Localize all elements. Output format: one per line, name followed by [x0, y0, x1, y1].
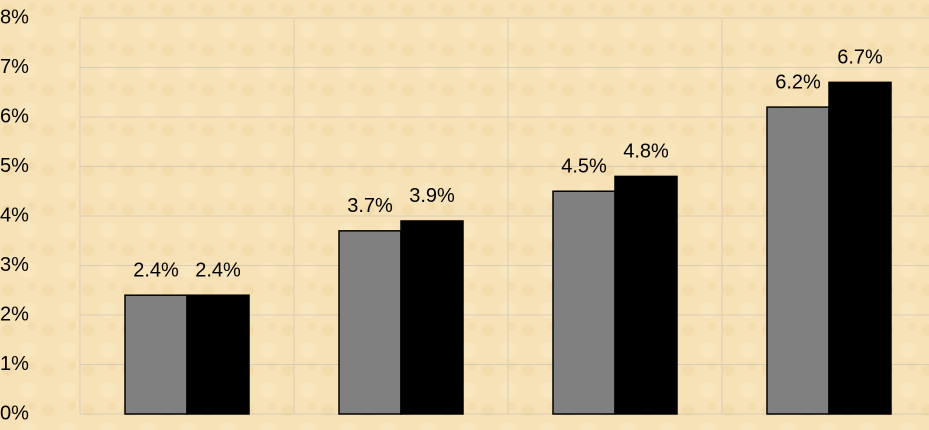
data-label: 3.9% — [409, 185, 455, 207]
data-label: 6.2% — [775, 71, 821, 93]
y-tick-label: 2% — [0, 303, 29, 325]
y-tick-label: 3% — [0, 254, 29, 276]
data-label: 6.7% — [837, 47, 883, 69]
bar — [828, 81, 892, 415]
bar — [338, 230, 402, 415]
bar — [400, 220, 464, 415]
bar — [766, 106, 830, 415]
y-tick-label: 0% — [0, 402, 29, 424]
bar — [614, 175, 678, 415]
data-label: 4.8% — [623, 141, 669, 163]
y-tick-label: 7% — [0, 56, 29, 78]
bar — [186, 294, 250, 415]
y-tick-label: 5% — [0, 155, 29, 177]
y-tick-label: 4% — [0, 204, 29, 226]
y-tick-label: 6% — [0, 105, 29, 127]
data-label: 4.5% — [561, 156, 607, 178]
data-label: 3.7% — [347, 195, 393, 217]
bar — [552, 190, 616, 415]
bar — [124, 294, 188, 415]
data-label: 2.4% — [133, 259, 179, 281]
data-label: 2.4% — [195, 259, 241, 281]
y-tick-label: 1% — [0, 353, 29, 375]
y-tick-label: 8% — [0, 6, 29, 28]
